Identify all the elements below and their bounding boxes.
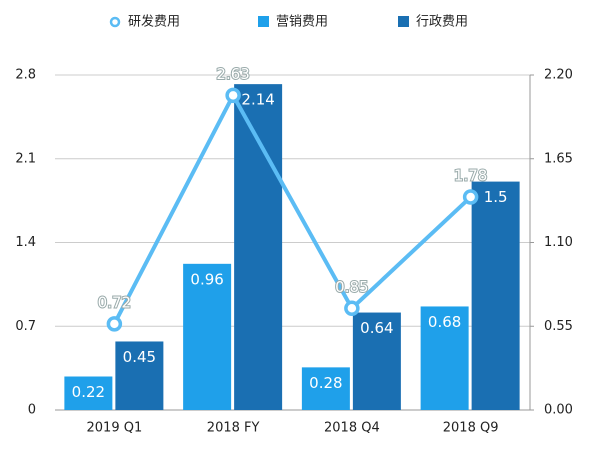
value-label: 1.5	[484, 188, 508, 206]
bar	[471, 181, 520, 410]
legend-label: 研发费用	[128, 14, 180, 30]
line	[112, 91, 472, 325]
bar	[64, 376, 113, 410]
value-label: 0.64	[360, 319, 393, 337]
line-point	[225, 87, 241, 104]
y2-tick-label: 0.55	[544, 319, 573, 334]
value-label: 0.45	[123, 348, 156, 366]
value-label: 0.96	[190, 270, 223, 288]
legend-marker	[258, 16, 269, 27]
line-value-label: 2.63	[216, 65, 249, 83]
y-tick-label: 0.7	[15, 319, 36, 334]
value-label: 0.22	[72, 383, 105, 401]
y-tick-label: 2.1	[15, 151, 36, 166]
bar	[183, 263, 232, 410]
y2-tick-label: 0.00	[544, 403, 573, 418]
value-label: 2.14	[241, 91, 274, 109]
y2-tick-label: 1.65	[544, 151, 573, 166]
legend-label: 营销费用	[276, 15, 328, 30]
bar	[115, 341, 164, 410]
legend-marker	[398, 16, 409, 27]
bar	[301, 367, 350, 410]
y2-tick-label: 2.20	[544, 68, 573, 83]
bar	[352, 312, 401, 410]
y-tick-label: 1.4	[15, 235, 36, 250]
bar	[420, 306, 469, 410]
value-label: 0.68	[428, 313, 461, 331]
line-point	[462, 189, 479, 205]
x-tick-label: 2019 Q1	[87, 421, 143, 436]
value-label: 0.28	[309, 374, 342, 392]
legend-label: 行政费用	[416, 15, 468, 30]
line-point	[344, 300, 360, 317]
line-value-label: 0.72	[98, 293, 131, 311]
y2-tick-label: 1.10	[544, 235, 573, 250]
y-tick-label: 2.8	[15, 68, 36, 83]
line-value-label: 0.85	[335, 278, 368, 296]
bar	[234, 84, 283, 411]
x-tick-label: 2018 Q9	[443, 421, 499, 436]
line-point	[106, 316, 123, 332]
line-value-label: 1.78	[454, 167, 487, 185]
x-tick-label: 2018 Q4	[324, 421, 380, 436]
y-tick-label: 0	[28, 403, 36, 418]
x-tick-label: 2018 FY	[207, 421, 260, 436]
legend-marker	[109, 16, 121, 28]
